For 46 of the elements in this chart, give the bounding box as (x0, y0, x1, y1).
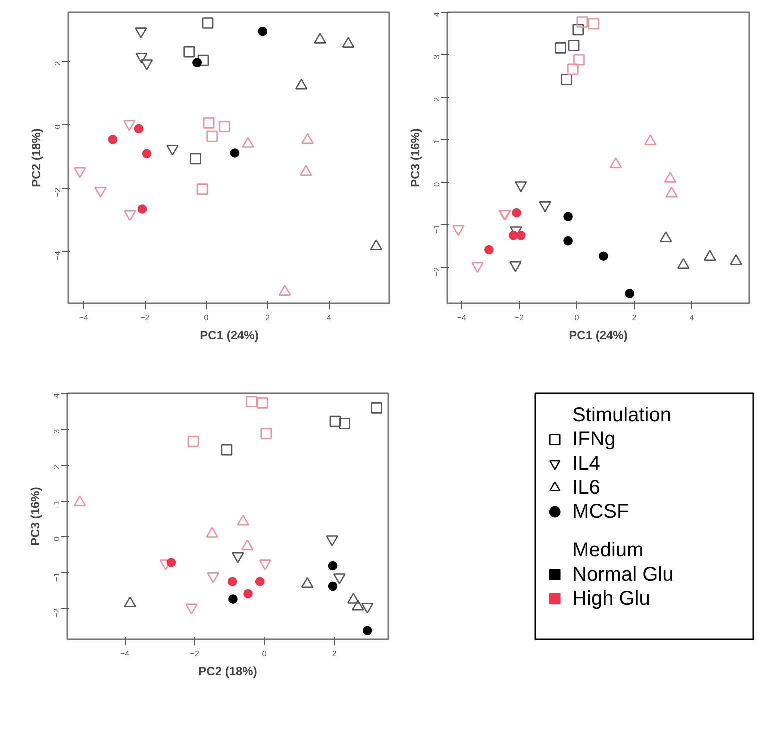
x-axis-title: PC1 (24%) (200, 328, 259, 342)
y-tick-label: 3 (52, 428, 62, 434)
x-tick-label: −2 (190, 650, 200, 658)
x-tick-label: −4 (79, 314, 89, 322)
y-tick-label: 0 (432, 182, 442, 187)
y-axis-title: PC3 (16%) (28, 487, 42, 546)
y-tick-label: −1 (52, 572, 62, 582)
y-axis-title: PC3 (16%) (408, 128, 422, 188)
x-tick-label: −2 (514, 314, 525, 322)
x-tick-label: −4 (120, 650, 130, 658)
legend-label: MCSF (572, 501, 630, 524)
y-tick-label: −2 (432, 266, 442, 277)
legend-label: IL4 (572, 452, 600, 475)
y-tick-label: −2 (52, 608, 62, 618)
x-tick-label: 2 (332, 650, 338, 658)
y-tick-label: −4 (54, 250, 62, 260)
y-tick-label: 3 (432, 54, 442, 60)
legend-title: Stimulation (572, 404, 672, 427)
y-tick-label: 2 (52, 464, 62, 470)
y-tick-label: −2 (54, 188, 62, 198)
y-tick-label: 4 (432, 12, 442, 17)
x-tick-label: 2 (266, 314, 271, 322)
x-axis-title: PC2 (18%) (198, 664, 258, 678)
y-tick-label: 1 (52, 500, 62, 506)
legend-title: Medium (572, 540, 644, 562)
x-tick-label: 0 (204, 314, 210, 322)
x-tick-label: 2 (632, 314, 638, 322)
y-tick-label: 4 (52, 392, 62, 398)
x-tick-label: 0 (262, 650, 268, 658)
y-tick-label: −1 (432, 224, 442, 234)
y-axis-title: PC2 (18%) (30, 128, 44, 188)
legend-label: Normal Glu (572, 564, 674, 586)
y-tick-label: 0 (54, 124, 62, 130)
legend-label: IL6 (572, 476, 600, 499)
y-tick-label: 0 (52, 536, 62, 542)
x-tick-label: −4 (457, 314, 467, 322)
x-tick-label: 0 (574, 314, 580, 322)
x-tick-label: −2 (140, 314, 150, 322)
x-tick-label: 4 (326, 314, 332, 322)
x-axis-title: PC1 (24%) (569, 328, 628, 342)
y-tick-label: 1 (432, 139, 442, 144)
legend-label: High Glu (572, 588, 650, 610)
y-tick-label: 2 (432, 96, 442, 102)
legend-label: IFNg (572, 428, 616, 451)
x-tick-label: 4 (690, 314, 695, 322)
y-tick-label: 2 (54, 60, 62, 66)
